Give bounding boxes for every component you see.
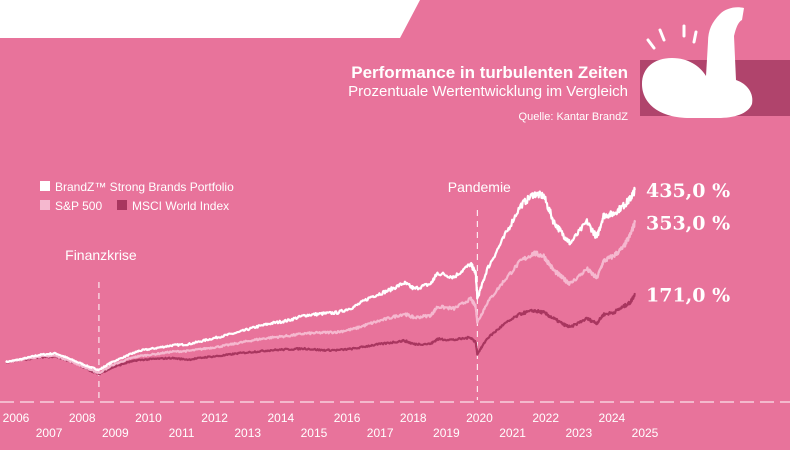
- x-tick-label: 2018: [400, 411, 427, 425]
- x-tick-label: 2012: [201, 411, 228, 425]
- legend-swatch-sp500: [40, 200, 50, 210]
- end-label-brandz: 435,0 %: [646, 180, 730, 202]
- x-tick-label: 2020: [466, 411, 493, 425]
- x-tick-label: 2019: [433, 426, 460, 440]
- end-label-msci: 171,0 %: [646, 284, 730, 306]
- x-tick-label: 2022: [532, 411, 559, 425]
- x-tick-label: 2011: [169, 426, 195, 440]
- series-line-brandz: [5, 186, 636, 372]
- header-decor-shape: [0, 0, 420, 38]
- end-label-sp500: 353,0 %: [646, 212, 730, 234]
- chart-title: Performance in turbulenten Zeiten: [351, 63, 628, 82]
- x-tick-label: 2008: [69, 411, 96, 425]
- legend-swatch-msci: [117, 200, 127, 210]
- legend-label-msci: MSCI World Index: [132, 199, 229, 213]
- x-tick-label: 2009: [102, 426, 129, 440]
- annotation-label-pandemie: Pandemie: [448, 179, 511, 195]
- flexed-arm-icon: [642, 7, 753, 118]
- chart-source: Quelle: Kantar BrandZ: [519, 111, 629, 123]
- x-tick-label: 2006: [3, 411, 30, 425]
- legend-label-brandz: BrandZ™ Strong Brands Portfolio: [55, 180, 234, 194]
- annotation-label-finanzkrise: Finanzkrise: [65, 247, 137, 263]
- legend-label-sp500: S&P 500: [55, 199, 102, 213]
- x-tick-label: 2013: [234, 426, 261, 440]
- x-tick-label: 2015: [301, 426, 328, 440]
- x-tick-label: 2017: [367, 426, 394, 440]
- x-axis-ticks: 2006 2007 2008 2009 2010 2011 2012 2013 2014 2015…: [3, 411, 659, 440]
- x-tick-label: 2007: [36, 426, 63, 440]
- x-tick-label: 2010: [135, 411, 162, 425]
- legend: BrandZ™ Strong Brands Portfolio S&P 500 …: [40, 180, 234, 213]
- x-tick-label: 2014: [267, 411, 294, 425]
- x-tick-label: 2025: [632, 426, 659, 440]
- series-line-sp500: [5, 219, 637, 374]
- x-tick-label: 2024: [599, 411, 626, 425]
- x-tick-label: 2016: [334, 411, 361, 425]
- x-tick-label: 2023: [565, 426, 592, 440]
- x-tick-label: 2021: [499, 426, 526, 440]
- series-line-msci: [5, 292, 636, 376]
- chart-subtitle: Prozentuale Wertentwicklung im Vergleich: [348, 83, 628, 100]
- legend-swatch-brandz: [40, 181, 50, 191]
